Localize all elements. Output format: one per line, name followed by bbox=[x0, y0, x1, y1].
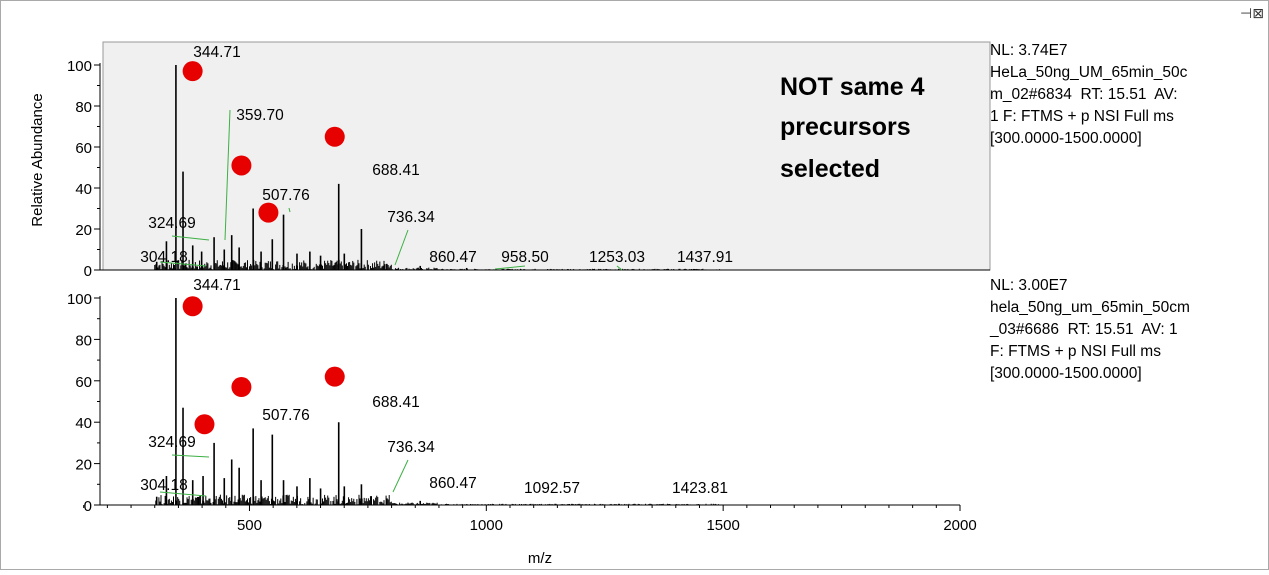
info-line: 1 F: FTMS + p NSI Full ms bbox=[990, 108, 1174, 125]
precursor-marker bbox=[231, 377, 252, 398]
y-axis-label: Relative Abundance bbox=[29, 93, 46, 226]
label-leader bbox=[494, 265, 526, 270]
peak-label: 507.76 bbox=[262, 407, 309, 424]
info-line: NL: 3.74E7 bbox=[990, 42, 1068, 59]
annotation-line-3: selected bbox=[780, 155, 880, 183]
peak-label: 958.50 bbox=[501, 249, 549, 266]
labels-layer: 344.71 359.70 324.69 507.76 688.41 736.34 304.… bbox=[140, 44, 733, 497]
info-line: m_02#6834 RT: 15.51 AV: bbox=[990, 86, 1178, 103]
y-tick-label: 60 bbox=[75, 140, 92, 157]
highlight-box bbox=[102, 41, 991, 271]
label-leader bbox=[392, 459, 409, 493]
label-leader bbox=[171, 454, 210, 458]
peak-label: 507.76 bbox=[262, 187, 309, 204]
label-leader bbox=[288, 207, 291, 213]
spectrum-1-info: NL: 3.74E7 HeLa_50ng_UM_65min_50c m_02#6… bbox=[990, 40, 1268, 150]
x-tick-label: 2000 bbox=[943, 517, 976, 534]
peak-label: 359.70 bbox=[236, 107, 284, 124]
peak-label: 304.18 bbox=[140, 477, 187, 494]
peak-label: 1423.81 bbox=[672, 480, 728, 497]
precursor-marker bbox=[258, 202, 279, 223]
peak-label: 688.41 bbox=[372, 394, 419, 411]
peak-label: 860.47 bbox=[429, 475, 476, 492]
peak-label: 736.34 bbox=[387, 209, 435, 226]
peak-label: 736.34 bbox=[387, 439, 435, 456]
x-tick-label: 1000 bbox=[470, 517, 503, 534]
precursor-marker bbox=[231, 155, 252, 176]
peak-label: 1253.03 bbox=[589, 249, 645, 266]
y-tick-label: 100 bbox=[67, 291, 92, 308]
annotation-line-1: NOT same 4 bbox=[780, 73, 925, 101]
precursor-marker bbox=[182, 61, 203, 82]
annotation-line-2: precursors bbox=[780, 113, 911, 141]
label-leader bbox=[224, 109, 231, 241]
label-leader bbox=[394, 229, 409, 266]
peak-label: 324.69 bbox=[148, 215, 195, 232]
peak-label: 1437.91 bbox=[677, 249, 733, 266]
y-tick-label: 40 bbox=[75, 181, 92, 198]
info-line: F: FTMS + p NSI Full ms bbox=[990, 343, 1161, 360]
precursor-marker bbox=[194, 414, 215, 435]
pin-icon[interactable]: ⊣⊠ bbox=[1240, 6, 1264, 22]
y-tick-label: 0 bbox=[84, 498, 92, 515]
info-line: hela_50ng_um_65min_50cm bbox=[990, 299, 1190, 316]
x-axis-label: m/z bbox=[528, 550, 552, 567]
y-tick-label: 60 bbox=[75, 374, 92, 391]
annotation-text: NOT same 4 precursors selected bbox=[780, 73, 925, 183]
x-tick-label: 1500 bbox=[706, 517, 739, 534]
y-tick-label: 100 bbox=[67, 58, 92, 75]
y-tick-label: 0 bbox=[84, 263, 92, 280]
info-line: [300.0000-1500.0000] bbox=[990, 365, 1142, 382]
peaks-layer bbox=[154, 65, 724, 505]
peak-label: 304.18 bbox=[140, 249, 187, 266]
y-tick-label: 80 bbox=[75, 332, 92, 349]
peak-label: 860.47 bbox=[429, 249, 476, 266]
label-leader bbox=[616, 265, 623, 271]
label-leader bbox=[159, 261, 207, 267]
x-tick-label: 500 bbox=[237, 517, 262, 534]
info-line: [300.0000-1500.0000] bbox=[990, 130, 1142, 147]
y-tick-label: 40 bbox=[75, 415, 92, 432]
peak-label: 1092.57 bbox=[524, 480, 580, 497]
precursor-marker bbox=[324, 126, 345, 147]
info-line: HeLa_50ng_UM_65min_50c bbox=[990, 64, 1188, 81]
markers-layer bbox=[182, 61, 345, 435]
highlight-layer bbox=[102, 41, 991, 271]
spectrum-2-info: NL: 3.00E7 hela_50ng_um_65min_50cm _03#6… bbox=[990, 275, 1268, 385]
y-tick-label: 20 bbox=[75, 457, 92, 474]
y-tick-label: 20 bbox=[75, 222, 92, 239]
peak-label: 344.71 bbox=[193, 277, 240, 294]
peak-label: 344.71 bbox=[193, 44, 240, 61]
info-line: _03#6686 RT: 15.51 AV: 1 bbox=[990, 321, 1178, 338]
label-leader bbox=[171, 235, 210, 241]
precursor-marker bbox=[182, 296, 203, 317]
y-tick-label: 80 bbox=[75, 99, 92, 116]
precursor-marker bbox=[324, 366, 345, 387]
peak-label: 324.69 bbox=[148, 434, 195, 451]
info-line: NL: 3.00E7 bbox=[990, 277, 1068, 294]
peak-label: 688.41 bbox=[372, 162, 419, 179]
label-leader bbox=[159, 491, 207, 497]
